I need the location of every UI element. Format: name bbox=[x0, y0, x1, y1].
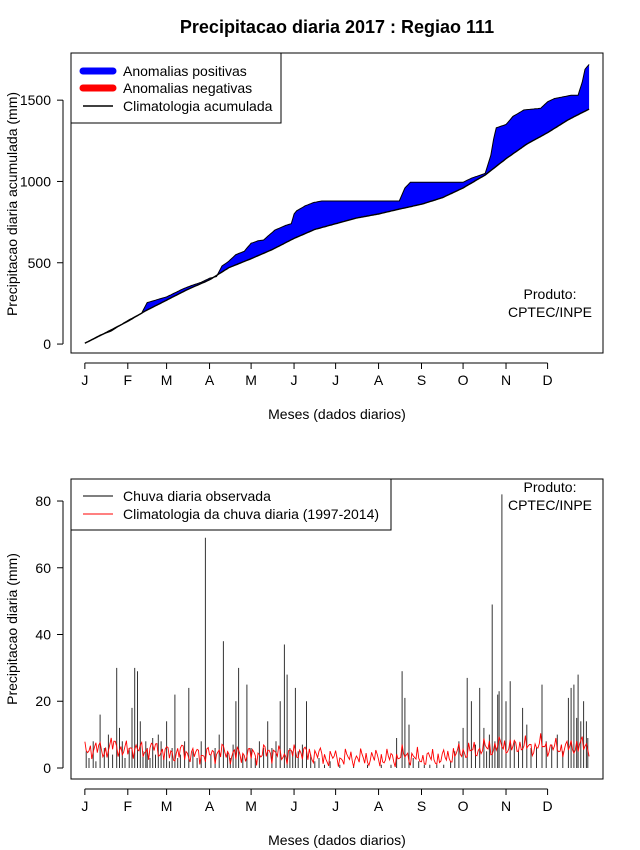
credit-line2-accumulated: CPTEC/INPE bbox=[508, 304, 592, 320]
y-tick-label: 1000 bbox=[20, 173, 51, 189]
legend-box bbox=[70, 478, 392, 531]
y-tick-label: 40 bbox=[35, 627, 51, 643]
x-tick-label: M bbox=[245, 798, 257, 814]
y-axis-label-accumulated: Precipitacao diaria acumulada (mm) bbox=[4, 92, 20, 316]
legend-label-negative: Anomalias negativas bbox=[123, 80, 252, 96]
x-tick-label: A bbox=[205, 372, 215, 388]
x-tick-label: F bbox=[124, 798, 133, 814]
x-tick-label: M bbox=[245, 372, 257, 388]
x-tick-label: J bbox=[332, 798, 339, 814]
credit-line1-daily: Produto: bbox=[524, 479, 577, 495]
y-tick-label: 500 bbox=[28, 255, 52, 271]
x-tick-label: S bbox=[417, 798, 426, 814]
y-tick-label: 80 bbox=[35, 493, 51, 509]
daily-axes: 0 20 40 60 80 J F M A M J J A S O N D bbox=[35, 493, 552, 814]
x-tick-label: O bbox=[458, 372, 469, 388]
x-tick-label: J bbox=[81, 372, 88, 388]
positive-anomaly-area bbox=[216, 64, 590, 277]
legend-daily: Chuva diaria observada Climatologia da c… bbox=[70, 478, 392, 531]
x-tick-label: N bbox=[501, 798, 511, 814]
legend-label-observed: Chuva diaria observada bbox=[123, 488, 271, 504]
x-tick-label: M bbox=[161, 798, 173, 814]
x-tick-label: A bbox=[374, 798, 384, 814]
plot-box-accumulated bbox=[70, 52, 604, 354]
x-tick-label: J bbox=[81, 798, 88, 814]
climatology-accumulated-line bbox=[84, 108, 590, 344]
x-tick-label: D bbox=[543, 798, 553, 814]
y-tick-label: 0 bbox=[43, 760, 51, 776]
legend-label-positive: Anomalias positivas bbox=[123, 63, 247, 79]
x-tick-label: A bbox=[374, 372, 384, 388]
daily-observed-bars bbox=[85, 494, 589, 768]
x-tick-label: D bbox=[543, 372, 553, 388]
x-tick-label: J bbox=[332, 372, 339, 388]
x-tick-label: F bbox=[124, 372, 133, 388]
credit-line2-daily: CPTEC/INPE bbox=[508, 497, 592, 513]
x-tick-label: M bbox=[161, 372, 173, 388]
chart-title: Precipitacao diaria 2017 : Regiao 111 bbox=[180, 17, 494, 37]
y-tick-label: 1500 bbox=[20, 92, 51, 108]
legend-label-climatology: Climatologia acumulada bbox=[123, 98, 273, 114]
daily-climatology-line bbox=[84, 733, 590, 768]
x-tick-label: A bbox=[205, 798, 215, 814]
x-tick-label: J bbox=[291, 798, 298, 814]
observed-accumulated-line bbox=[84, 64, 590, 344]
legend-accumulated: Anomalias positivas Anomalias negativas … bbox=[70, 52, 282, 124]
accumulated-chart: 0 500 1000 1500 J F M A M J J A S O N D Precipitacao di… bbox=[4, 52, 604, 422]
x-tick-label: J bbox=[291, 372, 298, 388]
y-axis-label-daily: Precipitacao diaria (mm) bbox=[4, 553, 20, 705]
y-tick-label: 60 bbox=[35, 560, 51, 576]
x-tick-label: N bbox=[501, 372, 511, 388]
y-tick-label: 20 bbox=[35, 693, 51, 709]
accumulated-axes: 0 500 1000 1500 J F M A M J J A S O N D bbox=[20, 92, 553, 388]
legend-label-daily-climatology: Climatologia da chuva diaria (1997-2014) bbox=[123, 506, 379, 522]
credit-line1-accumulated: Produto: bbox=[524, 286, 577, 302]
y-tick-label: 0 bbox=[43, 336, 51, 352]
legend-box bbox=[70, 52, 282, 124]
x-tick-label: S bbox=[417, 372, 426, 388]
x-axis-label-daily: Meses (dados diarios) bbox=[268, 832, 406, 848]
daily-chart: 0 20 40 60 80 J F M A M J J A S O N D Precipitacao diari… bbox=[4, 478, 604, 848]
x-axis-label-accumulated: Meses (dados diarios) bbox=[268, 406, 406, 422]
x-tick-label: O bbox=[458, 798, 469, 814]
